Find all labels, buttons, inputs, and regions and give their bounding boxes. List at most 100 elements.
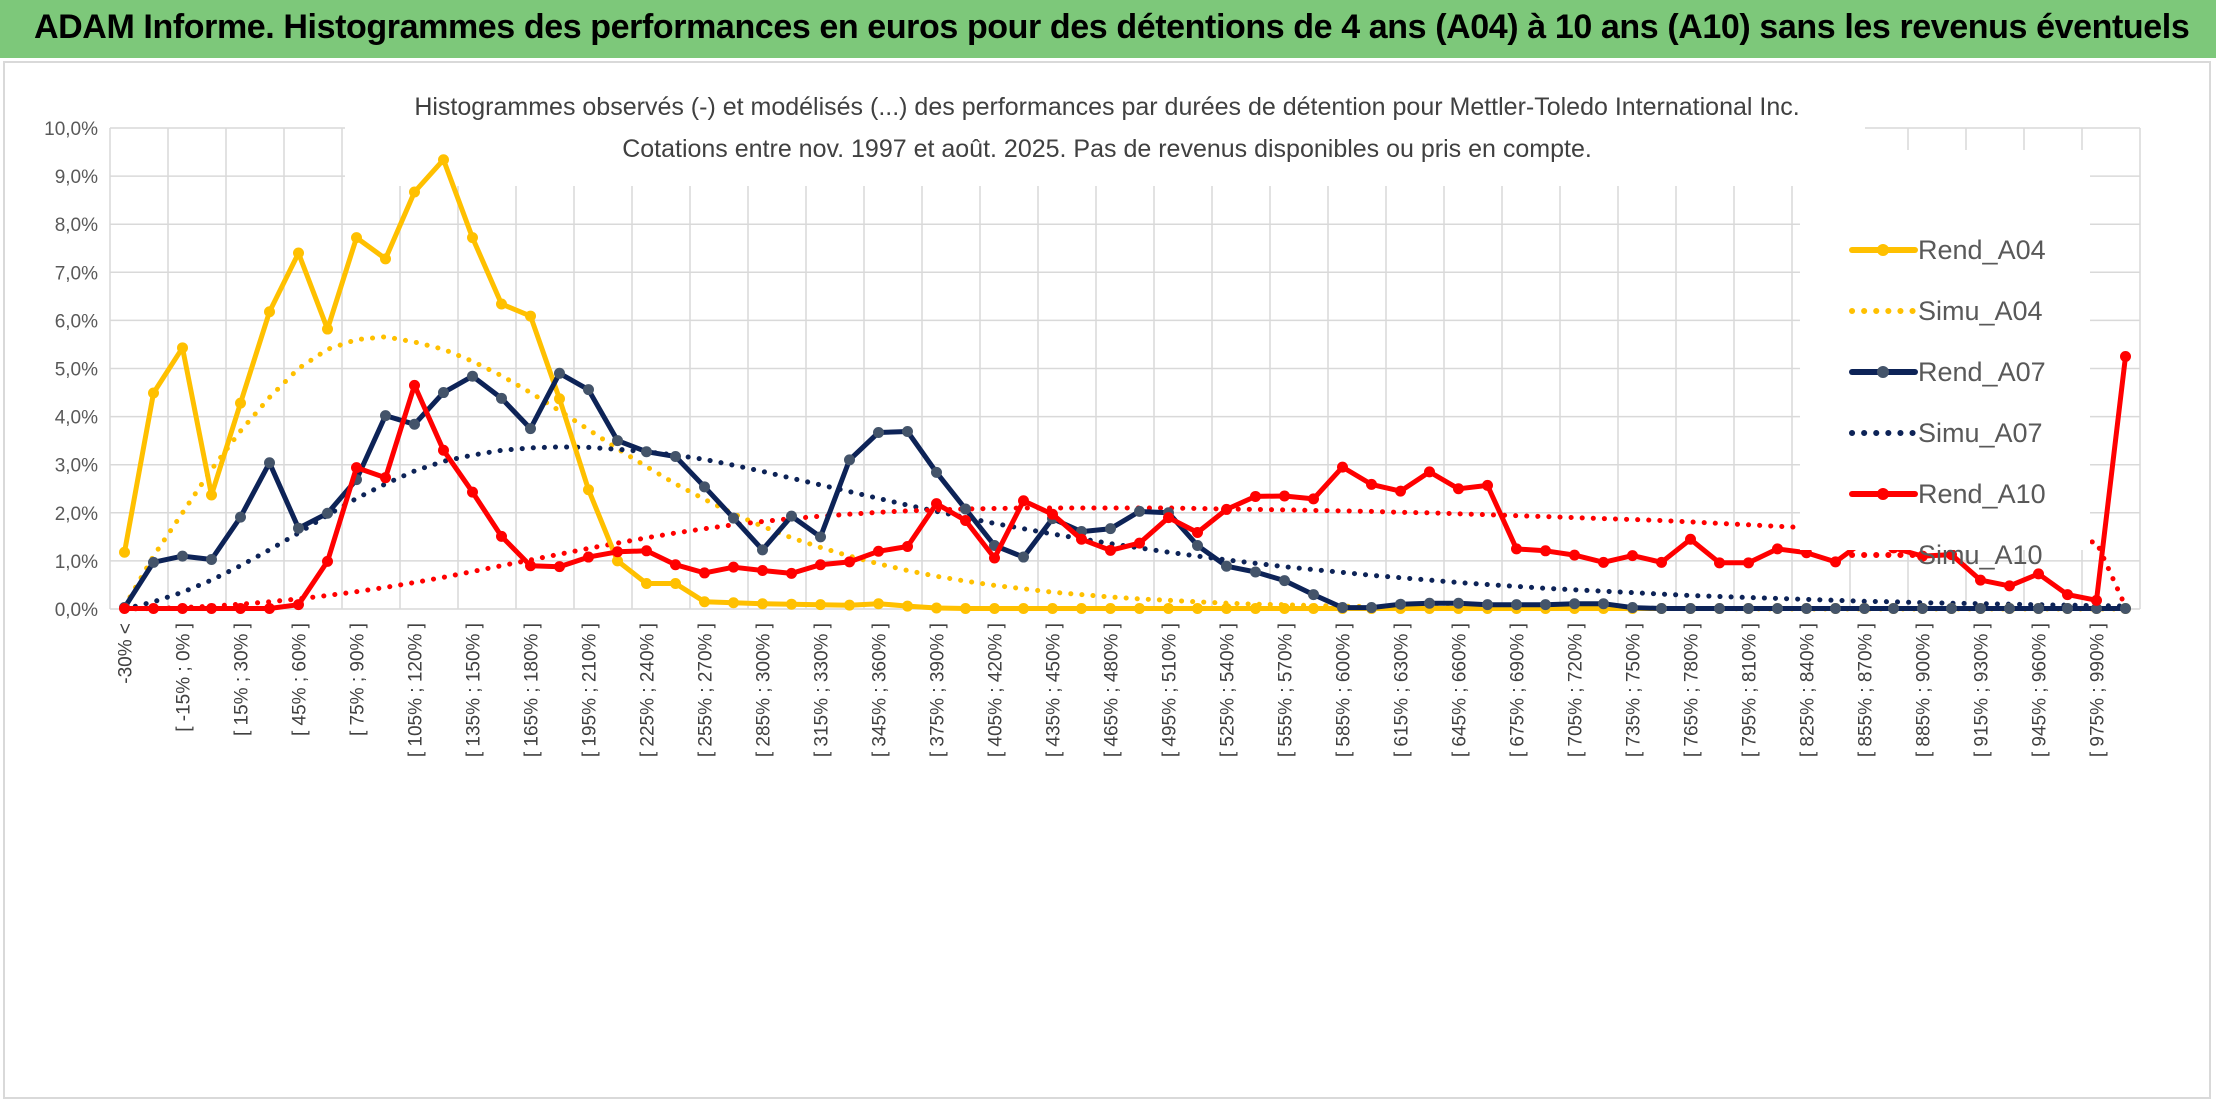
series-group	[119, 154, 2131, 615]
data-point	[873, 545, 884, 557]
data-point	[235, 397, 246, 409]
data-point	[815, 559, 826, 571]
data-point	[496, 392, 507, 404]
data-point	[931, 602, 942, 614]
y-tick-label: 5,0%	[55, 360, 98, 381]
chart-title: Histogrammes observés (-) et modélisés (…	[414, 93, 1799, 121]
data-point	[1076, 603, 1087, 615]
x-tick-label: [ 945% ; 960% ]	[2030, 623, 2051, 757]
x-tick-label: [ 855% ; 870% ]	[1856, 623, 1877, 757]
data-point	[1714, 557, 1725, 569]
x-tick-label: [ 105% ; 120% ]	[406, 623, 427, 757]
x-tick-label: [ 885% ; 900% ]	[1914, 623, 1935, 757]
x-tick-label: [ 165% ; 180% ]	[522, 623, 543, 757]
data-point	[293, 247, 304, 259]
data-point	[554, 393, 565, 405]
data-point	[380, 253, 391, 265]
x-tick-label: [ 465% ; 480% ]	[1102, 623, 1123, 757]
x-tick-label: [ 375% ; 390% ]	[928, 623, 949, 757]
data-point	[148, 387, 159, 399]
legend-label: Rend_A10	[1918, 479, 2046, 509]
data-point	[177, 603, 188, 615]
data-point	[699, 567, 710, 579]
data-point	[1830, 603, 1841, 615]
data-point	[1018, 603, 1029, 615]
data-point	[873, 426, 884, 438]
legend-marker	[1877, 488, 1889, 500]
legend-label: Rend_A07	[1918, 357, 2046, 387]
data-point	[1540, 599, 1551, 611]
data-point	[873, 598, 884, 610]
data-point	[1105, 603, 1116, 615]
data-point	[235, 603, 246, 615]
data-point	[1685, 533, 1696, 545]
data-point	[1859, 603, 1870, 615]
data-point	[960, 503, 971, 515]
data-point	[583, 384, 594, 396]
data-point	[351, 462, 362, 474]
data-point	[554, 367, 565, 379]
data-point	[757, 544, 768, 556]
x-tick-label: [ 405% ; 420% ]	[986, 623, 1007, 757]
data-point	[612, 546, 623, 558]
data-point	[1888, 603, 1899, 615]
data-point	[1308, 493, 1319, 505]
data-point	[496, 530, 507, 542]
data-point	[1134, 603, 1145, 615]
chart-area: 0,0% 1,0% 2,0% 3,0% 4,0% 5,0% 6,0% 7,0% 8,0% 9,0%…	[0, 60, 2216, 1102]
data-point	[467, 486, 478, 498]
data-point	[612, 555, 623, 567]
x-axis: -30% < [ -15% ; 0% ] [ 15% ; 30% ] [ 45% ; …	[116, 623, 2109, 757]
data-point	[206, 553, 217, 565]
data-point	[467, 232, 478, 244]
data-point	[1917, 603, 1928, 615]
data-point	[1569, 598, 1580, 610]
data-point	[1221, 603, 1232, 615]
x-tick-label: [ 615% ; 630% ]	[1392, 623, 1413, 757]
x-tick-label: [ 765% ; 780% ]	[1682, 623, 1703, 757]
data-point	[1250, 603, 1261, 615]
data-point	[1221, 503, 1232, 515]
x-tick-label: [ 675% ; 690% ]	[1508, 623, 1529, 757]
data-point	[119, 603, 130, 615]
x-tick-label: [ 525% ; 540% ]	[1218, 623, 1239, 757]
data-point	[1308, 589, 1319, 601]
data-point	[2033, 568, 2044, 580]
data-point	[1482, 599, 1493, 611]
data-point	[1105, 523, 1116, 535]
data-point	[844, 599, 855, 611]
data-point	[1482, 479, 1493, 491]
data-point	[206, 603, 217, 615]
data-point	[525, 310, 536, 322]
data-point	[902, 600, 913, 612]
data-point	[1627, 550, 1638, 562]
data-point	[583, 484, 594, 496]
data-point	[728, 561, 739, 573]
data-point	[2120, 603, 2131, 615]
data-point	[496, 298, 507, 310]
x-tick-label: [ 825% ; 840% ]	[1798, 623, 1819, 757]
data-point	[1279, 603, 1290, 615]
data-point	[612, 435, 623, 447]
y-tick-label: 7,0%	[55, 263, 98, 284]
data-point	[235, 511, 246, 523]
data-point	[148, 603, 159, 615]
data-point	[786, 567, 797, 579]
data-point	[728, 512, 739, 524]
data-point	[264, 603, 275, 615]
data-point	[1424, 466, 1435, 478]
x-tick-label: [ 15% ; 30% ]	[232, 623, 253, 736]
data-point	[989, 552, 1000, 564]
data-point	[1366, 478, 1377, 490]
data-point	[1105, 544, 1116, 556]
data-point	[1540, 545, 1551, 557]
legend-label: Simu_A07	[1918, 418, 2043, 448]
data-point	[989, 603, 1000, 615]
data-point	[1337, 461, 1348, 473]
series-line-simu-a10	[122, 505, 2128, 612]
data-point	[525, 423, 536, 435]
data-point	[1047, 508, 1058, 520]
page-title: ADAM Informe. Histogrammes des performan…	[34, 8, 2190, 46]
data-point	[1714, 603, 1725, 615]
data-point	[1975, 603, 1986, 615]
